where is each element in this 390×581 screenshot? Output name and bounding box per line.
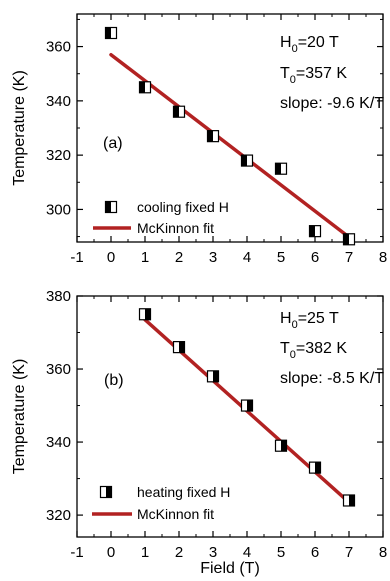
legend-label: heating fixed H [137,484,230,500]
data-point [310,462,321,473]
x-tick-label: 1 [141,249,149,266]
chart-panel-1: -1 0 1 2 3 4 5 6 7 8 300 320 340 360 Temperature (K) (a… [11,14,387,266]
data-point [344,495,355,506]
annotation-text: H0=20 T [280,34,339,55]
x-axis-title: Field (T) [200,560,260,577]
y-tick-label: 320 [46,147,71,164]
x-tick-label: 6 [311,544,319,561]
marker-fill [174,106,180,117]
y-tick-label: 320 [46,507,71,524]
x-tick-label: 4 [243,249,251,266]
annotation-text: T0=357 K [280,65,347,86]
y-axis-title: Temperature (K) [11,70,28,186]
marker-fill [281,440,287,451]
x-tick-label: -1 [70,544,83,561]
legend-marker [101,487,112,498]
data-point [174,106,185,117]
y-tick-label: 340 [46,93,71,110]
y-tick-label: 300 [46,201,71,218]
y-tick-label: 360 [46,361,71,378]
x-tick-label: 7 [345,544,353,561]
x-tick-label: 8 [379,249,387,266]
y-axis-title: Temperature (K) [11,359,28,475]
data-point [310,226,321,237]
marker-fill [213,371,219,382]
x-tick-label: 3 [209,249,217,266]
annotation-text: slope: -9.6 K/T [280,95,384,112]
data-point [344,234,355,245]
x-tick-label: 7 [345,249,353,266]
data-point [106,28,117,39]
x-tick-label: 1 [141,544,149,561]
x-tick-label: 0 [107,544,115,561]
legend-label: McKinnon fit [137,506,214,522]
marker-fill [344,234,350,245]
x-tick-label: 8 [379,544,387,561]
data-point [242,155,253,166]
legend-label: McKinnon fit [137,220,214,236]
x-tick-label: 4 [243,544,251,561]
marker-fill [310,226,316,237]
marker-fill [106,487,112,498]
x-tick-label: 0 [107,249,115,266]
marker-fill [242,155,248,166]
y-tick-label: 360 [46,39,71,56]
marker-fill [106,202,112,213]
marker-fill [247,400,253,411]
x-tick-label: -1 [70,249,83,266]
data-point [242,400,253,411]
data-point [276,163,287,174]
marker-fill [349,495,355,506]
marker-fill [145,309,151,320]
marker-fill [315,462,321,473]
x-tick-label: 2 [175,544,183,561]
y-tick-label: 340 [46,434,71,451]
annotation-text: T0=382 K [280,340,347,361]
marker-fill [208,131,214,142]
marker-fill [276,163,282,174]
data-point [208,371,219,382]
data-point [174,342,185,353]
panel-label: (b) [104,372,124,389]
data-point [276,440,287,451]
marker-fill [140,82,146,93]
y-tick-label: 380 [46,288,71,305]
legend-label: cooling fixed H [137,199,229,215]
data-point [140,82,151,93]
data-point [208,131,219,142]
annotation-text: slope: -8.5 K/T [280,370,384,387]
legend-marker [106,202,117,213]
x-tick-label: 3 [209,544,217,561]
panel-label: (a) [103,135,123,152]
chart-panel-2: -1 0 1 2 3 4 5 6 7 8 320 340 360 380 Temperature (K) Fi… [11,288,387,577]
marker-fill [179,342,185,353]
annotation-text: H0=25 T [280,310,339,331]
data-point [140,309,151,320]
x-tick-label: 2 [175,249,183,266]
marker-fill [106,28,112,39]
x-tick-label: 6 [311,249,319,266]
x-tick-label: 5 [277,249,285,266]
x-tick-label: 5 [277,544,285,561]
plot-frame [77,296,383,537]
